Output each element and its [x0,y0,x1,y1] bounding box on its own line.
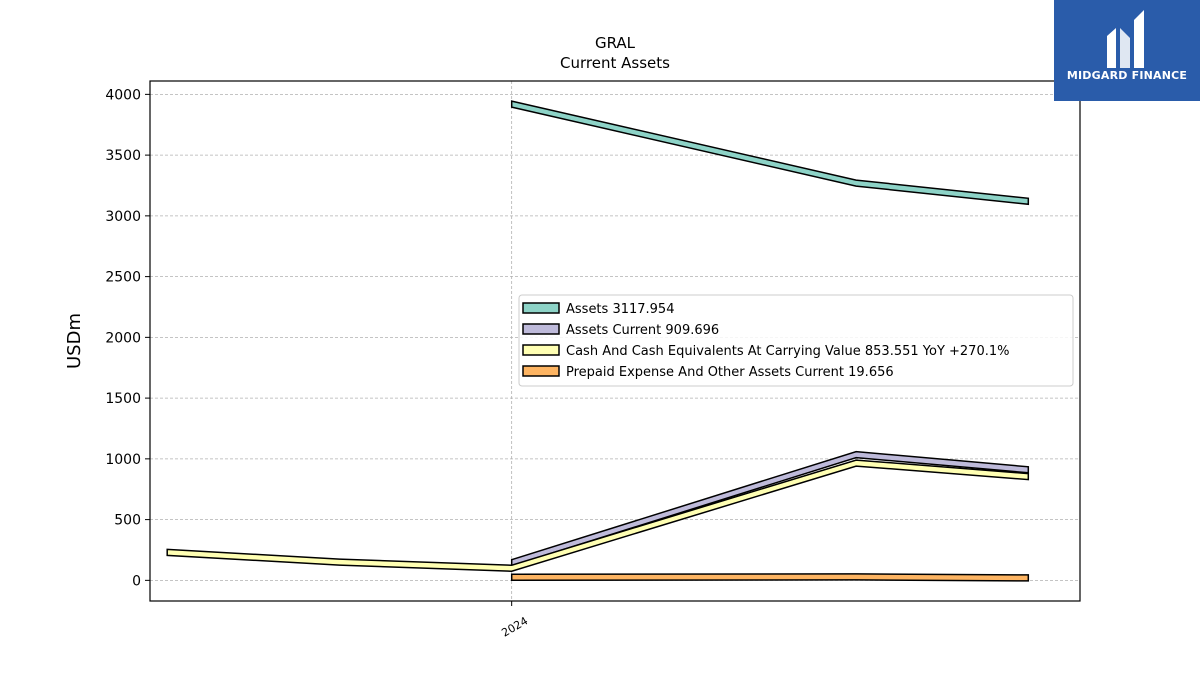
y-tick-label: 0 [132,573,141,589]
legend: Assets 3117.954 Assets Current 909.696 Cas… [518,294,1074,387]
legend-label-1: Assets Current 909.696 [566,323,719,338]
y-tick-label: 1000 [105,452,141,468]
plot-frame [149,80,1081,602]
logo-mark-icon [1107,10,1144,68]
chart-subtitle: Current Assets [560,54,670,72]
y-tick-label: 2500 [105,270,141,286]
series-group [166,100,1030,582]
legend-label-2: Cash And Cash Equivalents At Carrying Va… [566,344,1009,359]
legend-label-3: Prepaid Expense And Other Assets Current… [566,365,894,380]
y-tick-label: 500 [114,513,141,529]
y-axis: 0 500 1000 1500 2000 2500 3000 3500 4000 [105,87,150,589]
series-0-ribbon [510,100,1030,206]
y-tick-label: 1500 [105,391,141,407]
legend-swatch-2 [522,344,560,356]
midgard-finance-logo: MIDGARD FINANCE [1054,0,1200,101]
series-2-ribbon [166,459,1030,572]
legend-label-0: Assets 3117.954 [566,302,674,317]
y-axis-label: USDm [64,313,85,369]
legend-swatch-3 [522,365,560,377]
x-axis: 2024 [499,601,530,640]
y-tick-label: 2000 [105,330,141,346]
y-tick-label: 3500 [105,148,141,164]
y-tick-label: 3000 [105,209,141,225]
series-3-ribbon [510,573,1030,582]
legend-swatch-0 [522,302,560,314]
chart-title: GRAL [595,34,636,52]
logo-text: MIDGARD FINANCE [1066,69,1188,82]
y-tick-label: 4000 [105,87,141,103]
legend-box [518,294,1074,387]
x-tick-label: 2024 [499,614,530,639]
legend-swatch-1 [522,323,560,335]
